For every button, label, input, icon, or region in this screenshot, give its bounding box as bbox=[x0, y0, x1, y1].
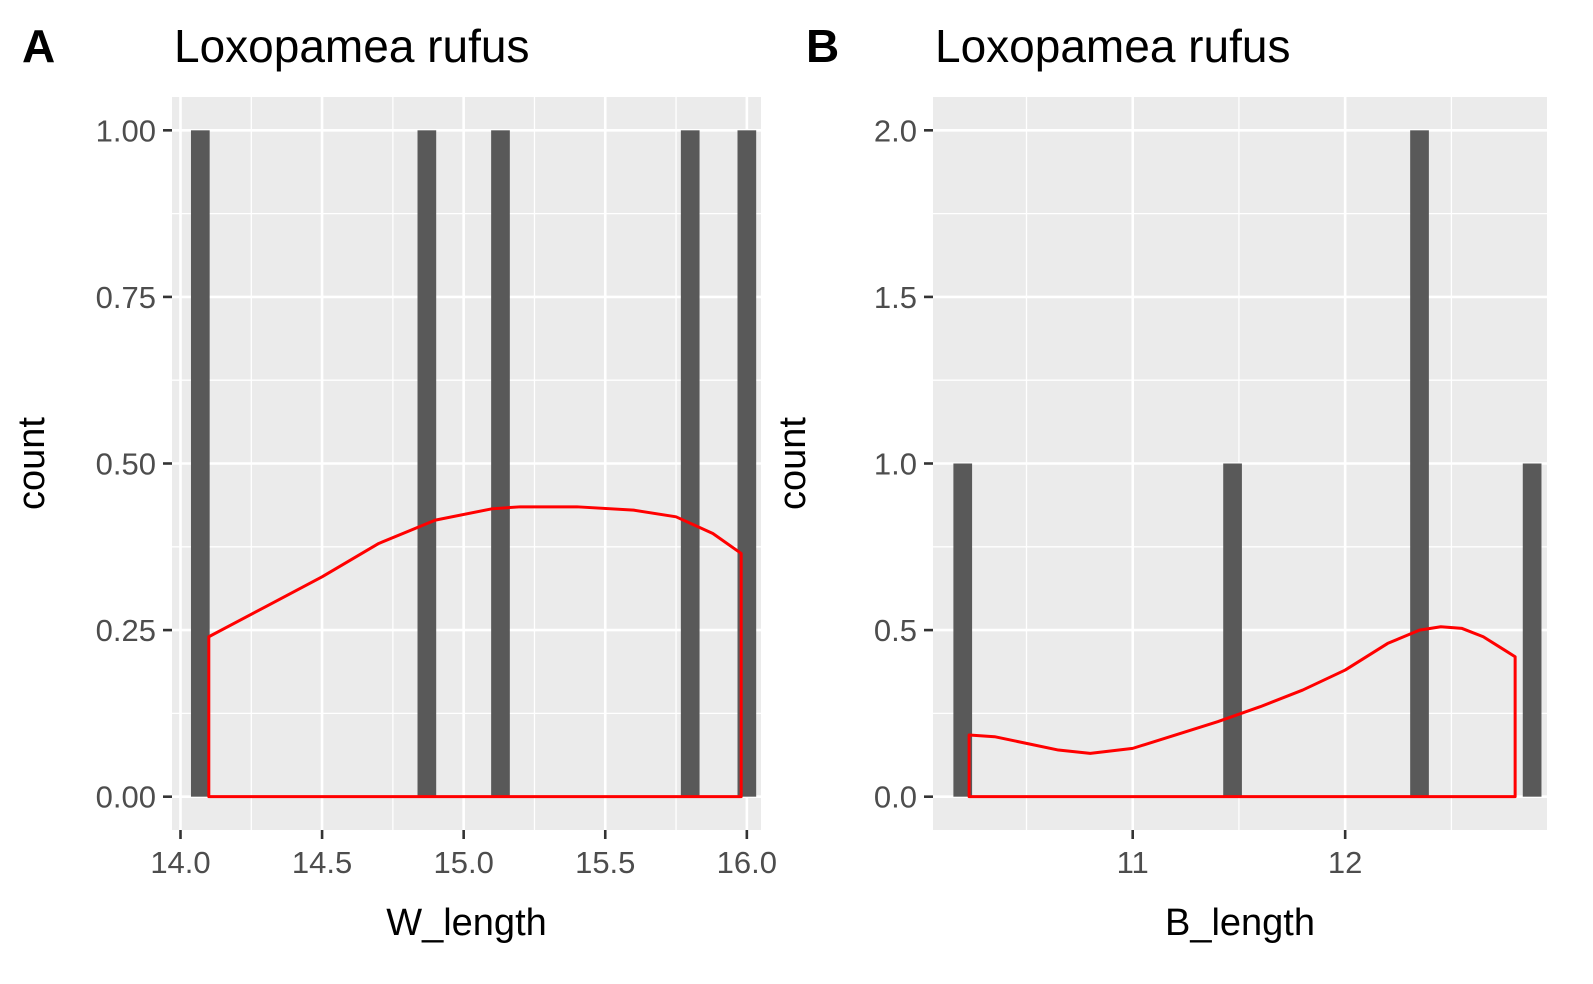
y-tick-label: 0.5 bbox=[874, 613, 917, 648]
y-tick-label: 0.0 bbox=[874, 780, 917, 815]
x-tick-label: 11 bbox=[1117, 845, 1149, 880]
x-tick-label: 16.0 bbox=[717, 845, 777, 880]
panel-a-ticks: 0.00 0.25 0.50 0.75 1.00 14.0 14.5 15.0 15.5 16.0 bbox=[96, 113, 777, 880]
histogram-bar bbox=[1522, 463, 1542, 797]
panel-b: B Loxopamea rufus 0.0 0.5 1.0 1.5 2.0 11 12 B_… bbox=[772, 20, 1547, 944]
y-tick-label: 1.00 bbox=[96, 113, 156, 148]
panel-b-x-axis-title: B_length bbox=[1165, 902, 1315, 944]
histogram-bar bbox=[680, 130, 700, 797]
panel-a-density bbox=[207, 505, 743, 799]
y-tick-label: 1.5 bbox=[874, 280, 917, 315]
histogram-bar bbox=[953, 463, 973, 797]
panel-a-title: Loxopamea rufus bbox=[174, 20, 529, 72]
x-tick-label: 14.0 bbox=[150, 845, 210, 880]
histogram-bar bbox=[190, 130, 210, 797]
panel-a-tag: A bbox=[22, 20, 55, 72]
y-tick-label: 2.0 bbox=[874, 113, 917, 148]
panel-b-density bbox=[967, 625, 1517, 799]
panel-b-ticks: 0.0 0.5 1.0 1.5 2.0 11 12 bbox=[874, 113, 1363, 880]
y-tick-label: 0.75 bbox=[96, 280, 156, 315]
histogram-bar bbox=[491, 130, 510, 797]
histogram-bar bbox=[417, 130, 437, 797]
histogram-bar bbox=[1410, 130, 1429, 797]
panel-b-tag: B bbox=[806, 20, 839, 72]
y-tick-label: 1.0 bbox=[874, 447, 917, 482]
x-tick-label: 14.5 bbox=[292, 845, 352, 880]
panel-b-y-axis-title: count bbox=[772, 417, 814, 510]
density-curve bbox=[207, 505, 743, 799]
histogram-bar bbox=[1223, 463, 1242, 797]
panel-a-y-axis-title: count bbox=[11, 417, 53, 510]
panel-a: A Loxopamea rufus 0.00 0.25 0.50 0.75 1.00 14… bbox=[11, 20, 777, 944]
y-tick-label: 0.00 bbox=[96, 780, 156, 815]
x-tick-label: 12 bbox=[1328, 845, 1362, 880]
density-curve bbox=[967, 625, 1517, 799]
x-tick-label: 15.0 bbox=[433, 845, 493, 880]
y-tick-label: 0.50 bbox=[96, 447, 156, 482]
panel-b-title: Loxopamea rufus bbox=[935, 20, 1290, 72]
panel-a-x-axis-title: W_length bbox=[386, 902, 547, 944]
x-tick-label: 15.5 bbox=[575, 845, 635, 880]
y-tick-label: 0.25 bbox=[96, 613, 156, 648]
